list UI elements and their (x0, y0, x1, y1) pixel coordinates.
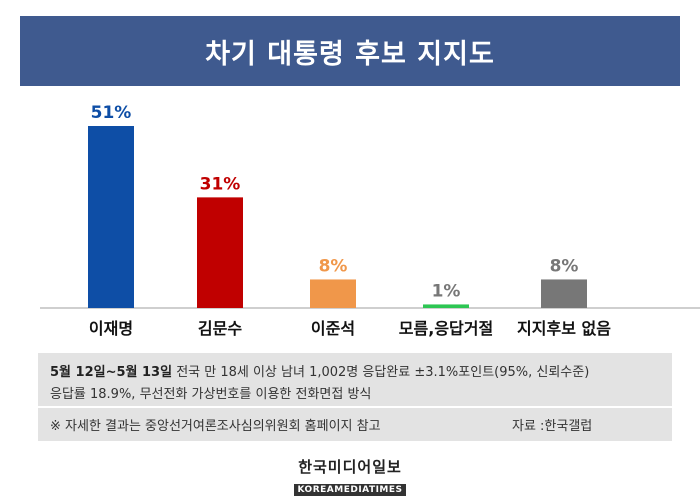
bar (541, 279, 587, 308)
category-label: 이준석 (311, 319, 355, 338)
source-note: 자료 :한국갤럽 (512, 419, 593, 434)
bar-value-label: 1% (432, 281, 461, 301)
bar-value-label: 51% (91, 103, 132, 123)
bar (197, 197, 243, 308)
survey-note-box: 5월 12일~5월 13일 전국 만 18세 이상 남녀 1,002명 응답완료… (38, 353, 672, 441)
bar (88, 126, 134, 308)
bar-value-label: 8% (550, 256, 579, 276)
category-label: 이재명 (89, 319, 133, 338)
chart-title-bar: 차기 대통령 후보 지지도 (20, 16, 680, 86)
note-divider (38, 406, 672, 408)
chart-title: 차기 대통령 후보 지지도 (205, 38, 495, 70)
category-label: 지지후보 없음 (517, 319, 611, 338)
survey-date-range: 5월 12일~5월 13일 (50, 365, 173, 380)
bar (310, 279, 356, 308)
survey-note-line1: 5월 12일~5월 13일 전국 만 18세 이상 남녀 1,002명 응답완료… (50, 361, 589, 380)
survey-method-text: 전국 만 18세 이상 남녀 1,002명 응답완료 ±3.1%포인트(95%,… (172, 365, 590, 380)
publisher-logo: 한국미디어일보 KOREAMEDIATIMES (290, 456, 410, 496)
logo-english: KOREAMEDIATIMES (294, 484, 406, 496)
bar-chart: 51% 이재명 31% 김문수 8% 이준석 1% 모름,응답거절 8% 지지후보 없음 (40, 103, 700, 338)
survey-note-line2: 응답률 18.9%, 무선전화 가상번호를 이용한 전화면접 방식 (50, 387, 372, 402)
category-label: 김문수 (198, 319, 242, 338)
logo-korean: 한국미디어일보 (298, 458, 402, 476)
category-label: 모름,응답거절 (399, 319, 493, 338)
bar-value-label: 8% (319, 256, 348, 276)
reference-note: ※ 자세한 결과는 중앙선거여론조사심의위원회 홈페이지 참고 (50, 419, 381, 434)
bar-value-label: 31% (200, 174, 241, 194)
bar (423, 304, 469, 308)
